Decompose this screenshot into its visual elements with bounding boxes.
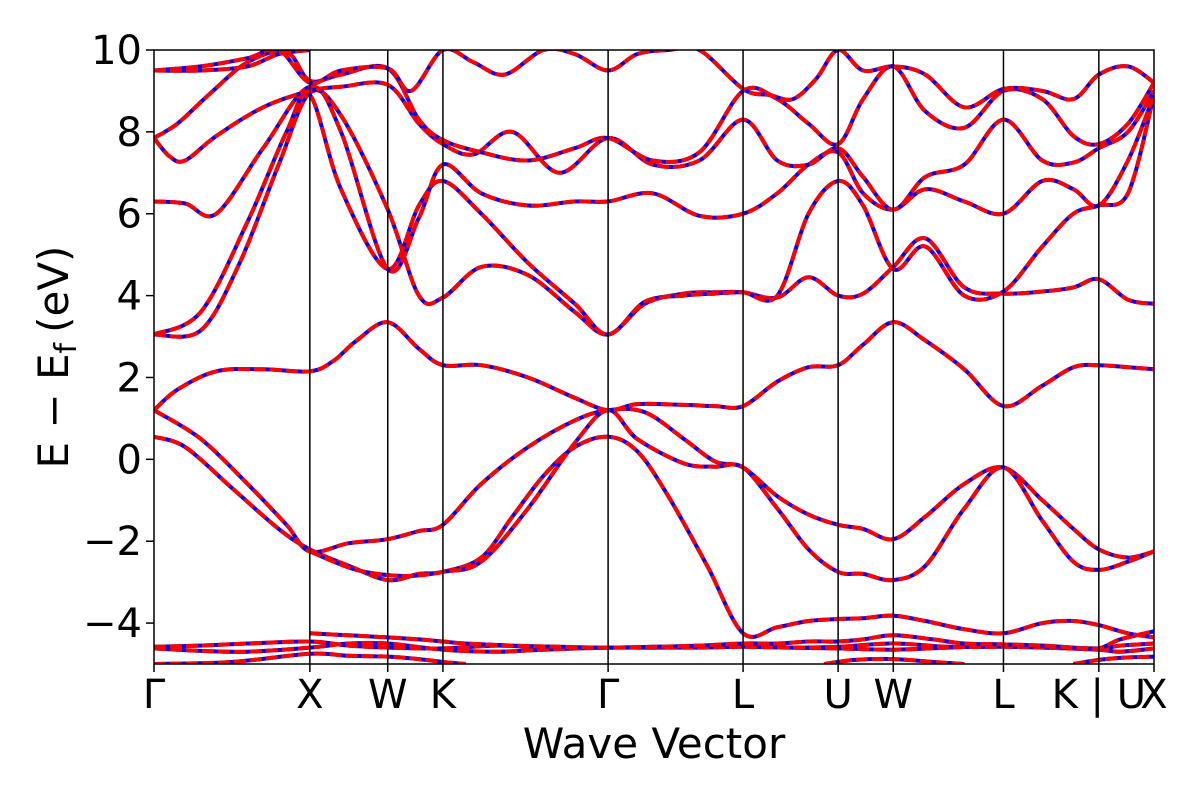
- y-axis-title-subscript: f: [49, 341, 84, 353]
- band-line-red: [154, 320, 1154, 413]
- x-axis-title: Wave Vector: [523, 719, 786, 768]
- x-tick-label: L: [992, 672, 1015, 718]
- x-tick-label: U: [823, 672, 852, 718]
- band-line-red: [154, 84, 1154, 274]
- x-tick-label: K | U: [1052, 672, 1146, 718]
- band-line-red: [154, 651, 466, 664]
- band-line-red: [154, 50, 311, 73]
- high-symmetry-lines: [309, 50, 1100, 664]
- y-tick-label: 8: [117, 110, 142, 156]
- band-line-red: [1073, 654, 1154, 664]
- band-line-red: [154, 90, 1154, 337]
- band-line-red: [154, 50, 1154, 110]
- y-tick-label: −2: [83, 519, 142, 565]
- y-axis-ticks: −4 −2 0 2 4 6 8 10: [83, 28, 154, 647]
- x-tick-label: L: [732, 672, 755, 718]
- band-line-red: [309, 408, 1154, 583]
- x-tick-label: Γ: [597, 672, 620, 718]
- band-line-red: [823, 656, 965, 664]
- y-axis-title-unit: (eV): [29, 246, 78, 333]
- y-axis-title-main: E − E: [29, 353, 78, 468]
- y-tick-label: 2: [117, 355, 142, 401]
- y-tick-label: 4: [117, 274, 142, 320]
- x-tick-label: K: [430, 672, 458, 718]
- x-tick-label: W: [874, 672, 914, 718]
- y-tick-label: −4: [83, 601, 142, 647]
- y-tick-label: 0: [117, 437, 142, 483]
- x-tick-label: W: [368, 672, 408, 718]
- x-tick-label: X: [296, 672, 323, 718]
- y-tick-label: 10: [91, 28, 142, 74]
- y-axis-title-group: E − Ef (eV): [29, 246, 84, 469]
- y-axis-title: E − Ef (eV): [29, 246, 84, 469]
- y-tick-label: 6: [117, 192, 142, 238]
- x-tick-label: X: [1140, 672, 1167, 718]
- plot-frame: [153, 49, 1155, 665]
- x-tick-label: Γ: [143, 672, 166, 718]
